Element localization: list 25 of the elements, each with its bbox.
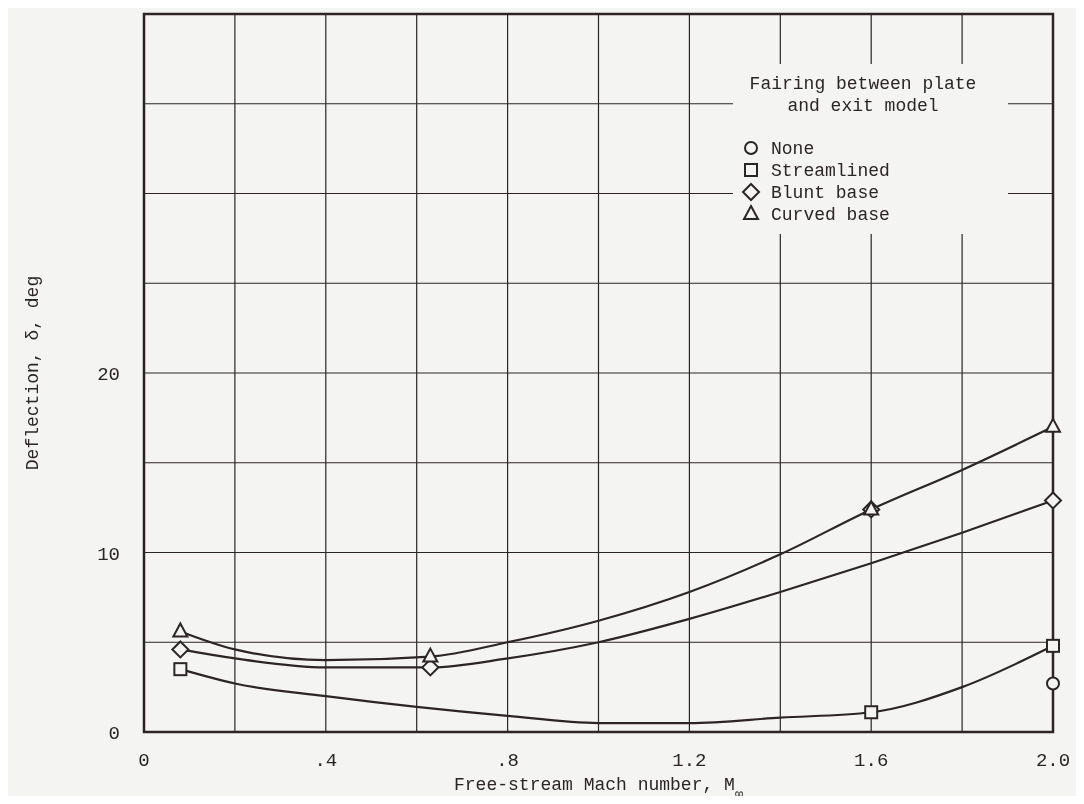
x-tick-label: 1.6 — [854, 750, 889, 772]
x-tick-label: 2.0 — [1035, 750, 1071, 772]
y-tick-label: 10 — [97, 543, 120, 566]
x-tick-label: .8 — [496, 750, 520, 772]
x-tick-label: 1.2 — [672, 750, 707, 772]
legend-title: Fairing between plate and exit model — [749, 74, 977, 116]
y-tick-label: 20 — [97, 364, 120, 386]
point — [422, 647, 439, 663]
legend-label: Blunt base — [771, 183, 880, 203]
point — [864, 705, 879, 720]
point — [1045, 417, 1061, 433]
legend-label: None — [771, 139, 815, 159]
x-tick-label: 0 — [138, 750, 150, 772]
point — [1046, 638, 1060, 653]
y-tick-label: 0 — [108, 723, 120, 745]
point — [173, 662, 188, 677]
point — [172, 622, 189, 638]
point — [1044, 491, 1062, 510]
point — [1046, 676, 1060, 691]
x-axis-title: Free-stream Mach number, M$_{∞}$ — [454, 775, 743, 802]
legend-label: Curved base — [771, 205, 890, 225]
x-tick-label: .4 — [314, 750, 338, 772]
y-axis-title: Deflection, δ, deg — [23, 275, 43, 471]
point — [171, 640, 190, 659]
legend-label: Streamlined — [771, 161, 890, 181]
